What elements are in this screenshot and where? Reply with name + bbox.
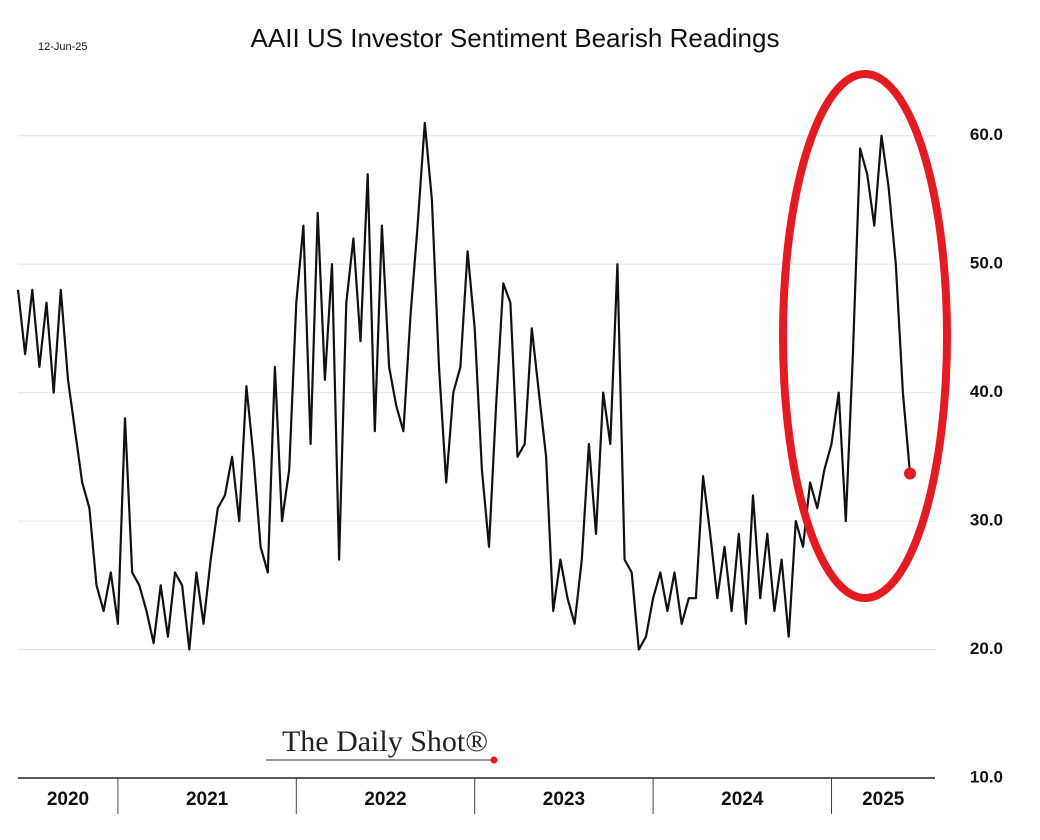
highlight-ellipse bbox=[779, 70, 951, 602]
source-watermark: The Daily Shot® bbox=[282, 725, 488, 758]
x-tick-label: 2020 bbox=[47, 789, 89, 810]
date-label: 12-Jun-25 bbox=[38, 41, 88, 53]
x-tick-label: 2022 bbox=[364, 789, 406, 810]
y-tick-label: 20.0 bbox=[970, 639, 1003, 658]
y-tick-label: 50.0 bbox=[970, 254, 1003, 273]
x-tick-label: 2021 bbox=[186, 789, 229, 810]
watermark-dot bbox=[490, 756, 498, 764]
y-tick-label: 10.0 bbox=[970, 767, 1003, 786]
x-tick-label: 2024 bbox=[721, 789, 764, 810]
x-tick-label: 2025 bbox=[862, 789, 905, 810]
chart-title: AAII US Investor Sentiment Bearish Readi… bbox=[251, 23, 780, 53]
y-tick-label: 60.0 bbox=[970, 125, 1003, 144]
x-tick-label: 2023 bbox=[543, 789, 585, 810]
y-tick-label: 40.0 bbox=[970, 382, 1003, 401]
plot bbox=[16, 121, 917, 651]
y-tick-label: 30.0 bbox=[970, 511, 1003, 530]
grid bbox=[18, 135, 935, 814]
end-marker bbox=[904, 467, 917, 480]
series-line bbox=[16, 121, 912, 651]
